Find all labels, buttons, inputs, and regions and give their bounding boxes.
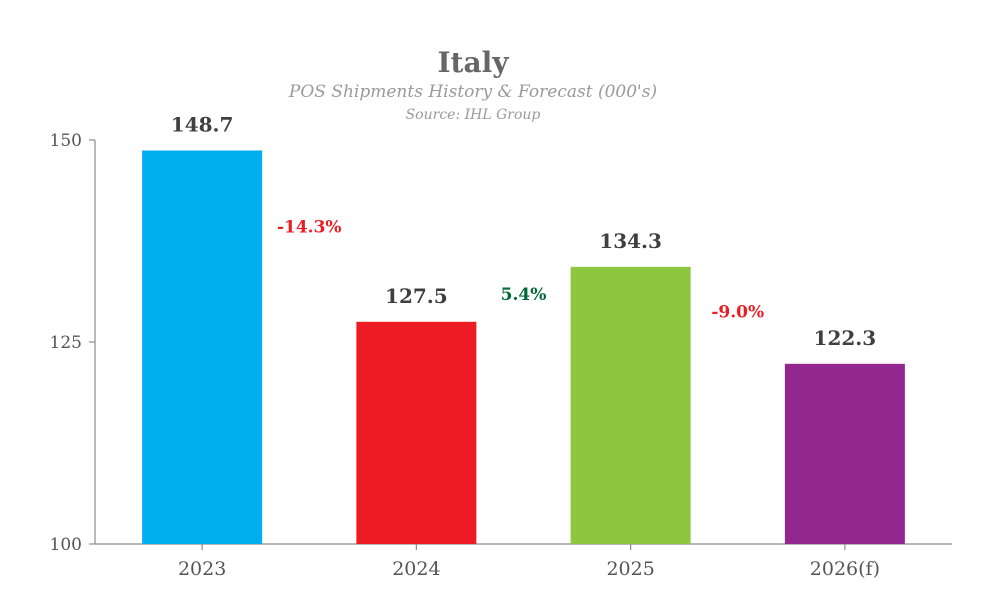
- chart-title: Italy: [437, 46, 509, 79]
- bar-2024: [356, 321, 477, 544]
- change-label: -14.3%: [277, 217, 342, 237]
- bar-2026f: [784, 363, 905, 544]
- y-tick-label: 100: [50, 535, 82, 555]
- change-label: 5.4%: [501, 285, 547, 305]
- y-tick-label: 125: [50, 333, 82, 353]
- x-tick-label: 2023: [178, 558, 226, 580]
- y-tick-label: 150: [50, 131, 82, 151]
- plot-area: 100 125 150 148.7 2023 127.5 2024 134.3 2025 122.…: [50, 113, 952, 580]
- bar-2025: [570, 266, 691, 544]
- x-tick-label: 2024: [392, 558, 440, 580]
- x-tick-label: 2025: [606, 558, 654, 580]
- bar-2023: [142, 150, 263, 544]
- data-label: 148.7: [171, 113, 234, 137]
- x-tick-label: 2026(f): [810, 558, 880, 580]
- data-label: 127.5: [385, 284, 448, 308]
- chart-source: Source: IHL Group: [406, 107, 541, 123]
- change-label: -9.0%: [711, 303, 764, 323]
- data-label: 134.3: [599, 229, 662, 253]
- chart-subtitle: POS Shipments History & Forecast (000's): [288, 82, 657, 102]
- data-label: 122.3: [814, 326, 877, 350]
